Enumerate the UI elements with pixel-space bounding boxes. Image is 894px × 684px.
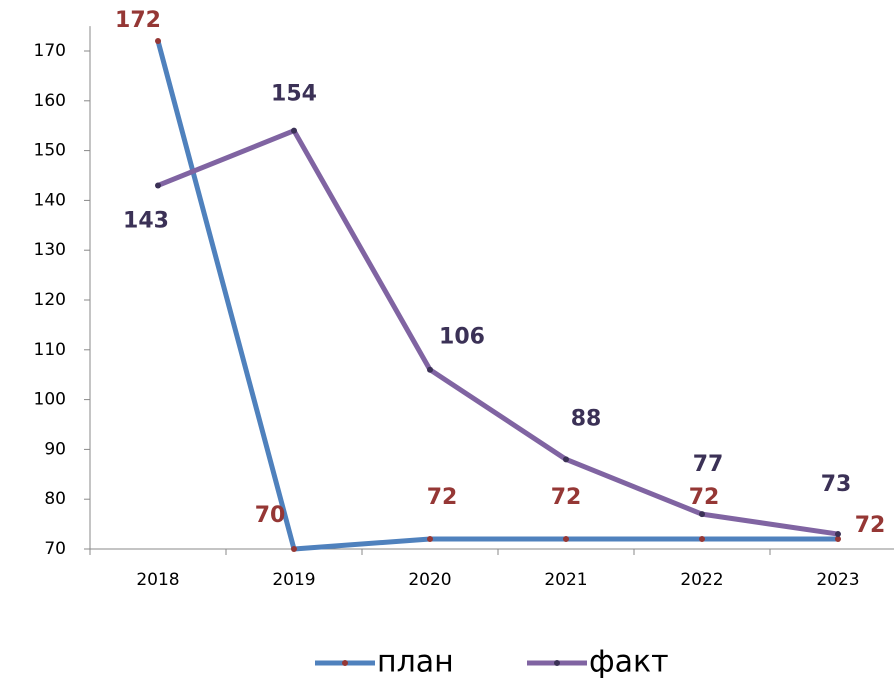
- data-label: 106: [439, 325, 485, 350]
- x-tick-label: 2018: [136, 570, 179, 590]
- point: [291, 546, 297, 552]
- data-label: 70: [255, 503, 286, 528]
- data-label: 154: [271, 82, 317, 107]
- data-label: 72: [427, 485, 458, 510]
- point: [699, 536, 705, 543]
- data-label: 72: [855, 513, 886, 538]
- y-tick-label: 160: [34, 91, 66, 111]
- x-tick-label: 2023: [816, 570, 859, 590]
- data-label: 72: [689, 485, 720, 510]
- point: [427, 536, 433, 543]
- y-tick-label: 130: [34, 240, 66, 260]
- line-series: [155, 40, 838, 552]
- point: [835, 531, 841, 538]
- x-tick-label: 2019: [272, 570, 315, 590]
- point: [563, 456, 569, 463]
- y-tick-label: 80: [44, 489, 66, 509]
- data-label: 88: [571, 406, 602, 431]
- data-label: 72: [551, 485, 582, 510]
- y-tick-label: 170: [34, 41, 66, 61]
- x-tick-label: 2022: [680, 570, 723, 590]
- point: [155, 38, 161, 45]
- y-tick-label: 100: [34, 390, 66, 410]
- y-tick-label: 110: [34, 340, 66, 360]
- point: [835, 536, 841, 543]
- x-tick-label: 2020: [408, 570, 451, 590]
- y-tick-label: 70: [44, 539, 66, 559]
- legend-marker: [342, 660, 348, 666]
- point: [155, 182, 161, 189]
- legend-marker: [554, 660, 560, 666]
- data-label: 172: [115, 8, 161, 33]
- point: [427, 366, 433, 373]
- y-tick-label: 120: [34, 290, 66, 310]
- y-tick-label: 150: [34, 141, 66, 161]
- data-label: 77: [693, 452, 724, 477]
- point: [563, 536, 569, 543]
- y-tick-label: 90: [44, 439, 66, 459]
- data-label: 73: [821, 472, 852, 497]
- legend-label: план: [377, 645, 454, 680]
- data-label: 143: [123, 208, 169, 233]
- point: [699, 511, 705, 518]
- y-tick-label: 140: [34, 190, 66, 210]
- x-tick-label: 2021: [544, 570, 587, 590]
- legend-label: факт: [589, 645, 669, 680]
- line-series: [157, 128, 839, 537]
- point: [291, 127, 297, 134]
